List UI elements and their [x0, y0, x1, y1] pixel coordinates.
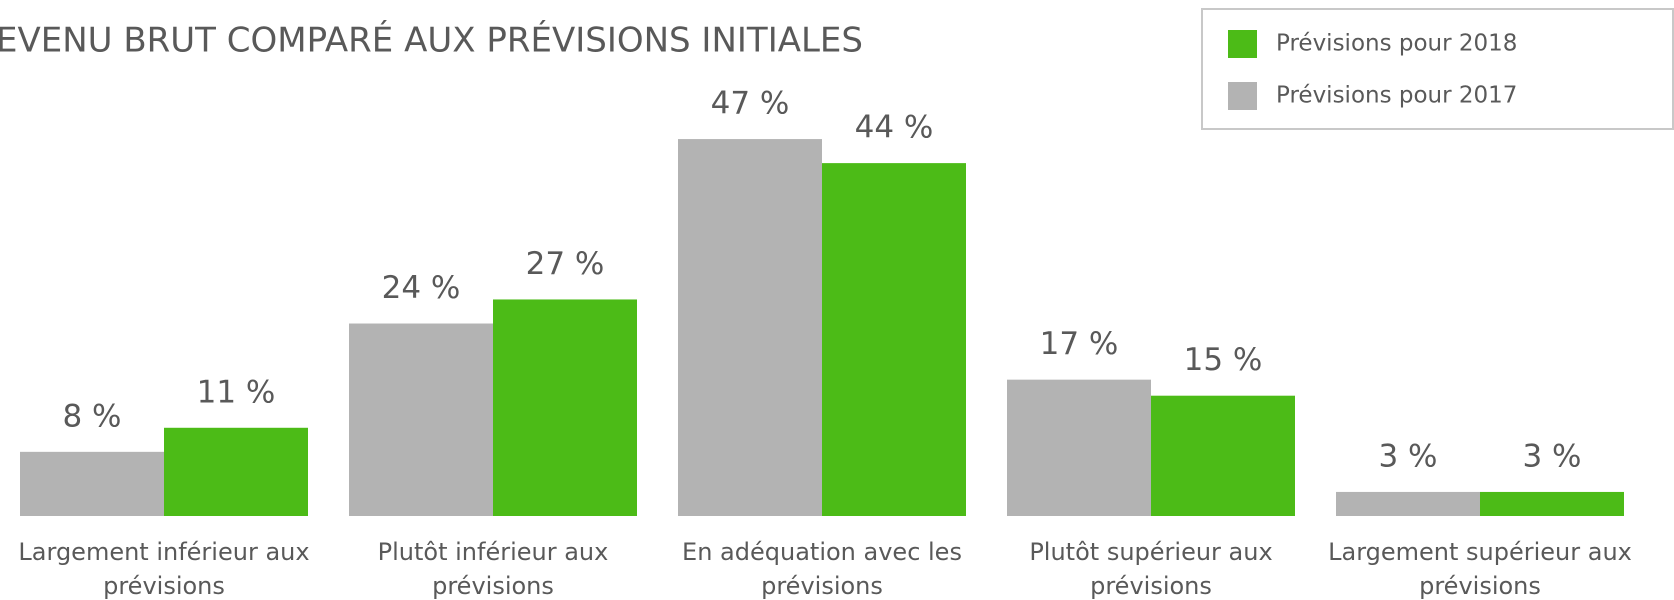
bar	[349, 323, 493, 516]
x-tick-label: En adéquation avec les prévisions	[682, 538, 962, 600]
bar	[164, 427, 308, 516]
x-tick-label: Largement inférieur aux prévisions	[18, 538, 309, 600]
x-tick-label: Plutôt inférieur aux prévisions	[378, 538, 609, 600]
bar	[493, 299, 637, 516]
legend-swatch	[1228, 82, 1257, 110]
bar	[678, 139, 822, 516]
legend-label: Prévisions pour 2017	[1276, 83, 1517, 109]
legend-swatch	[1228, 30, 1257, 58]
value-label: 3 %	[1522, 438, 1581, 474]
value-label: 27 %	[526, 246, 605, 282]
value-label: 3 %	[1378, 438, 1437, 474]
value-label: 11 %	[197, 374, 276, 410]
bar	[1336, 491, 1480, 516]
value-label: 24 %	[382, 270, 461, 306]
bar	[20, 451, 164, 516]
chart-title: EVENU BRUT COMPARÉ AUX PRÉVISIONS INITIA…	[0, 20, 863, 61]
bar	[822, 163, 966, 516]
bar	[1151, 395, 1295, 516]
legend-box	[1201, 8, 1674, 130]
value-label: 8 %	[62, 398, 121, 434]
value-label: 15 %	[1184, 342, 1263, 378]
bar	[1007, 379, 1151, 516]
legend-label: Prévisions pour 2018	[1276, 31, 1517, 57]
value-label: 47 %	[711, 86, 790, 122]
bar	[1480, 491, 1624, 516]
x-tick-label: Plutôt supérieur aux prévisions	[1029, 538, 1272, 600]
value-label: 17 %	[1040, 326, 1119, 362]
x-tick-label: Largement supérieur aux prévisions	[1328, 538, 1632, 600]
value-label: 44 %	[855, 110, 934, 146]
